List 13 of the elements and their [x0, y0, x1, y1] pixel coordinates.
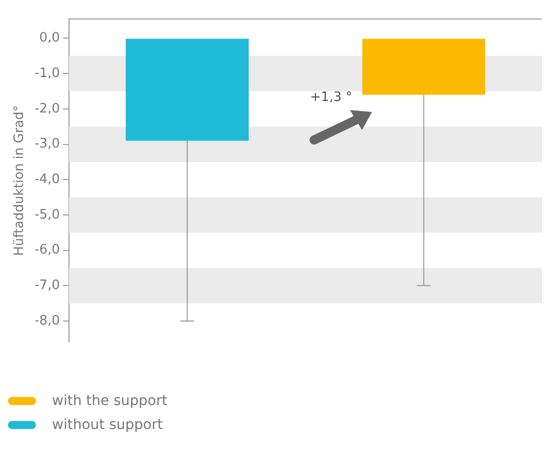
- y-tick-label: -1,0: [34, 66, 60, 81]
- y-axis-title: Hüftadduktion in Grad°: [12, 105, 28, 256]
- legend-label: without support: [52, 417, 163, 433]
- legend-label: with the support: [52, 393, 168, 409]
- y-tick-label: -3,0: [34, 136, 60, 152]
- y-tick-label: -6,0: [34, 242, 60, 258]
- annotation: +1,3 °: [310, 90, 352, 105]
- y-tick-label: -8,0: [34, 313, 60, 328]
- y-tick-label: -4,0: [34, 172, 60, 187]
- y-tick-label: -5,0: [34, 207, 60, 222]
- y-tick-label: -2,0: [34, 101, 60, 116]
- y-tick-label: 0,0: [39, 30, 60, 46]
- y-tick-label: -7,0: [34, 278, 60, 294]
